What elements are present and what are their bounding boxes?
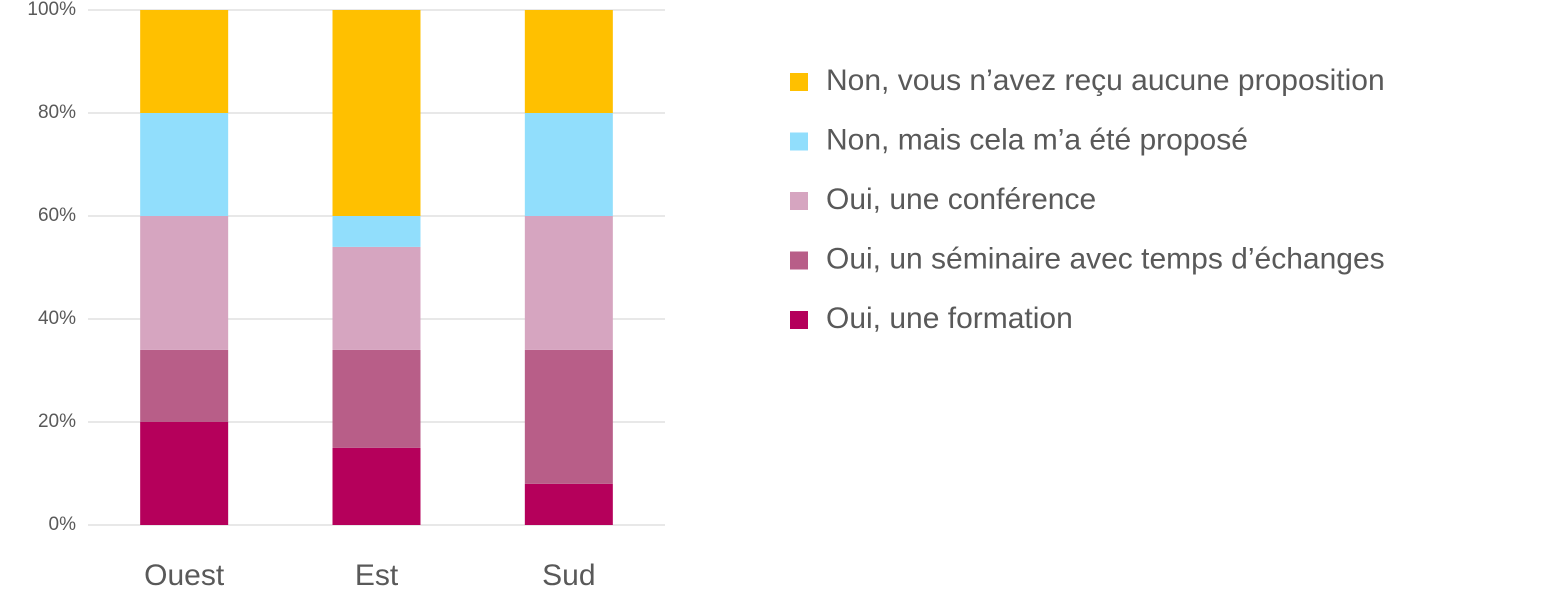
legend-label: Oui, un séminaire avec temps d’échanges — [826, 242, 1385, 275]
bar-segment — [524, 349, 613, 484]
bar-segment — [140, 422, 229, 525]
bar-segment — [332, 10, 421, 216]
bar-segment — [140, 113, 229, 216]
legend-label: Oui, une conférence — [826, 183, 1096, 216]
bar-segment — [140, 349, 229, 422]
bar-segment — [524, 10, 613, 113]
x-tick-label: Est — [355, 559, 399, 592]
bar-segment — [332, 246, 421, 350]
bar-segment — [524, 216, 613, 350]
legend-swatch — [790, 132, 808, 151]
y-tick-label: 40% — [38, 308, 76, 329]
bar-segment — [332, 216, 421, 247]
bar-segment — [524, 483, 613, 525]
legend-label: Non, mais cela m’a été proposé — [826, 123, 1248, 156]
y-tick-label: 100% — [27, 0, 76, 20]
legend-swatch — [790, 251, 808, 270]
legend-swatch — [790, 311, 808, 329]
bar-segment — [140, 10, 229, 113]
bar-segment — [524, 113, 613, 216]
y-tick-label: 20% — [38, 411, 76, 432]
x-tick-label: Sud — [542, 559, 595, 592]
y-tick-label: 60% — [38, 205, 76, 226]
y-tick-label: 80% — [38, 102, 76, 123]
x-tick-label: Ouest — [144, 559, 225, 592]
bar-segment — [332, 447, 421, 525]
legend-swatch — [790, 73, 808, 91]
legend-label: Non, vous n’avez reçu aucune proposition — [826, 64, 1385, 97]
y-tick-label: 0% — [49, 514, 77, 535]
bar-segment — [332, 349, 421, 448]
legend-swatch — [790, 192, 808, 210]
legend-label: Oui, une formation — [826, 302, 1073, 335]
bar-segment — [140, 216, 229, 350]
